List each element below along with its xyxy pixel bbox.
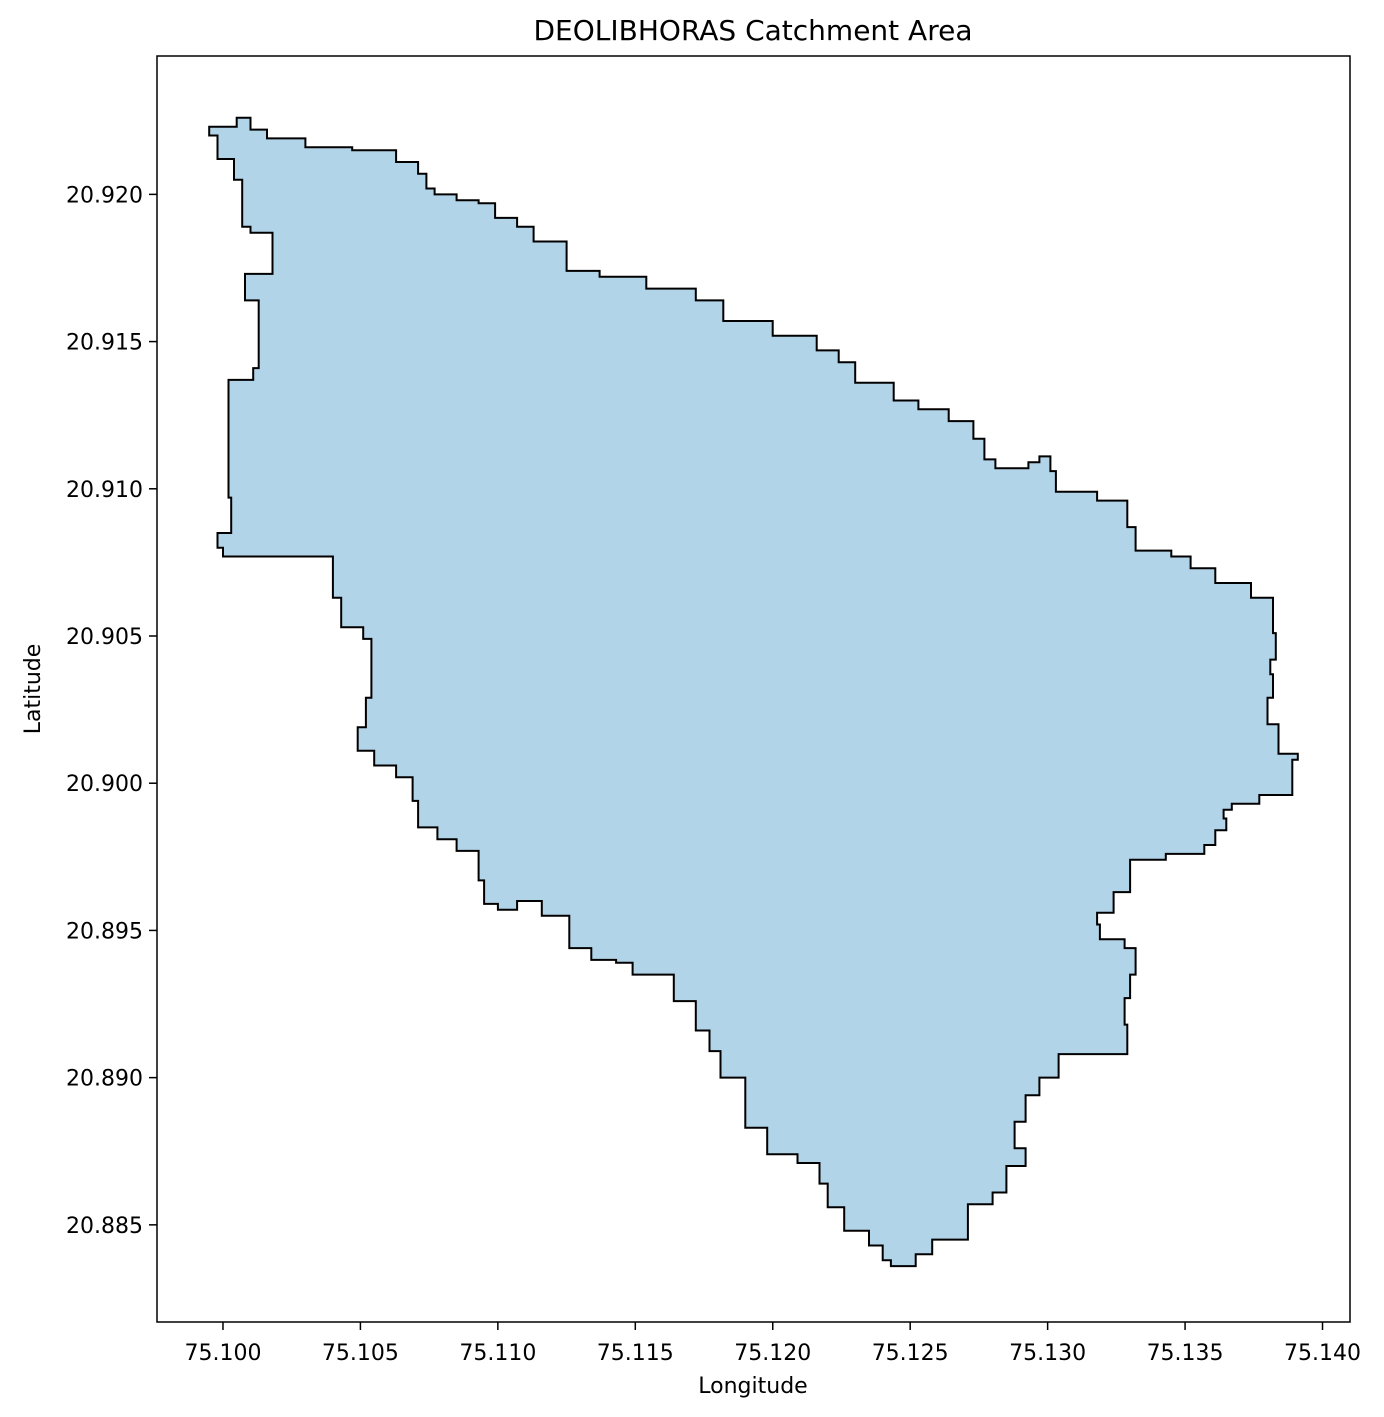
y-tick-label: 20.915 [66, 331, 143, 356]
y-axis-ticks: 20.885 20.890 20.895 20.900 20.905 20.910 20.9… [66, 183, 157, 1239]
y-tick-label: 20.885 [66, 1214, 143, 1239]
catchment-polygon [208, 116, 1299, 1268]
y-tick-label: 20.900 [66, 772, 143, 797]
x-axis-label: Longitude [698, 1374, 807, 1399]
y-tick-label: 20.910 [66, 478, 143, 503]
x-tick-label: 75.110 [459, 1341, 536, 1366]
y-tick-label: 20.890 [66, 1067, 143, 1092]
x-tick-label: 75.105 [322, 1341, 399, 1366]
x-tick-label: 75.125 [872, 1341, 949, 1366]
x-tick-label: 75.140 [1284, 1341, 1361, 1366]
map-title: DEOLIBHORAS Catchment Area [534, 14, 973, 47]
plot-area [156, 55, 1351, 1323]
y-tick-label: 20.920 [66, 183, 143, 208]
y-tick-label: 20.905 [66, 625, 143, 650]
x-tick-label: 75.100 [184, 1341, 261, 1366]
y-axis-label: Latitude [21, 644, 46, 735]
x-tick-label: 75.120 [734, 1341, 811, 1366]
axes-frame [156, 55, 1351, 1323]
x-axis-ticks: 75.100 75.105 75.110 75.115 75.120 75.125 75.1… [184, 1322, 1361, 1366]
y-tick-label: 20.895 [66, 919, 143, 944]
x-tick-label: 75.115 [597, 1341, 674, 1366]
x-tick-label: 75.135 [1147, 1341, 1224, 1366]
x-tick-label: 75.130 [1009, 1341, 1086, 1366]
